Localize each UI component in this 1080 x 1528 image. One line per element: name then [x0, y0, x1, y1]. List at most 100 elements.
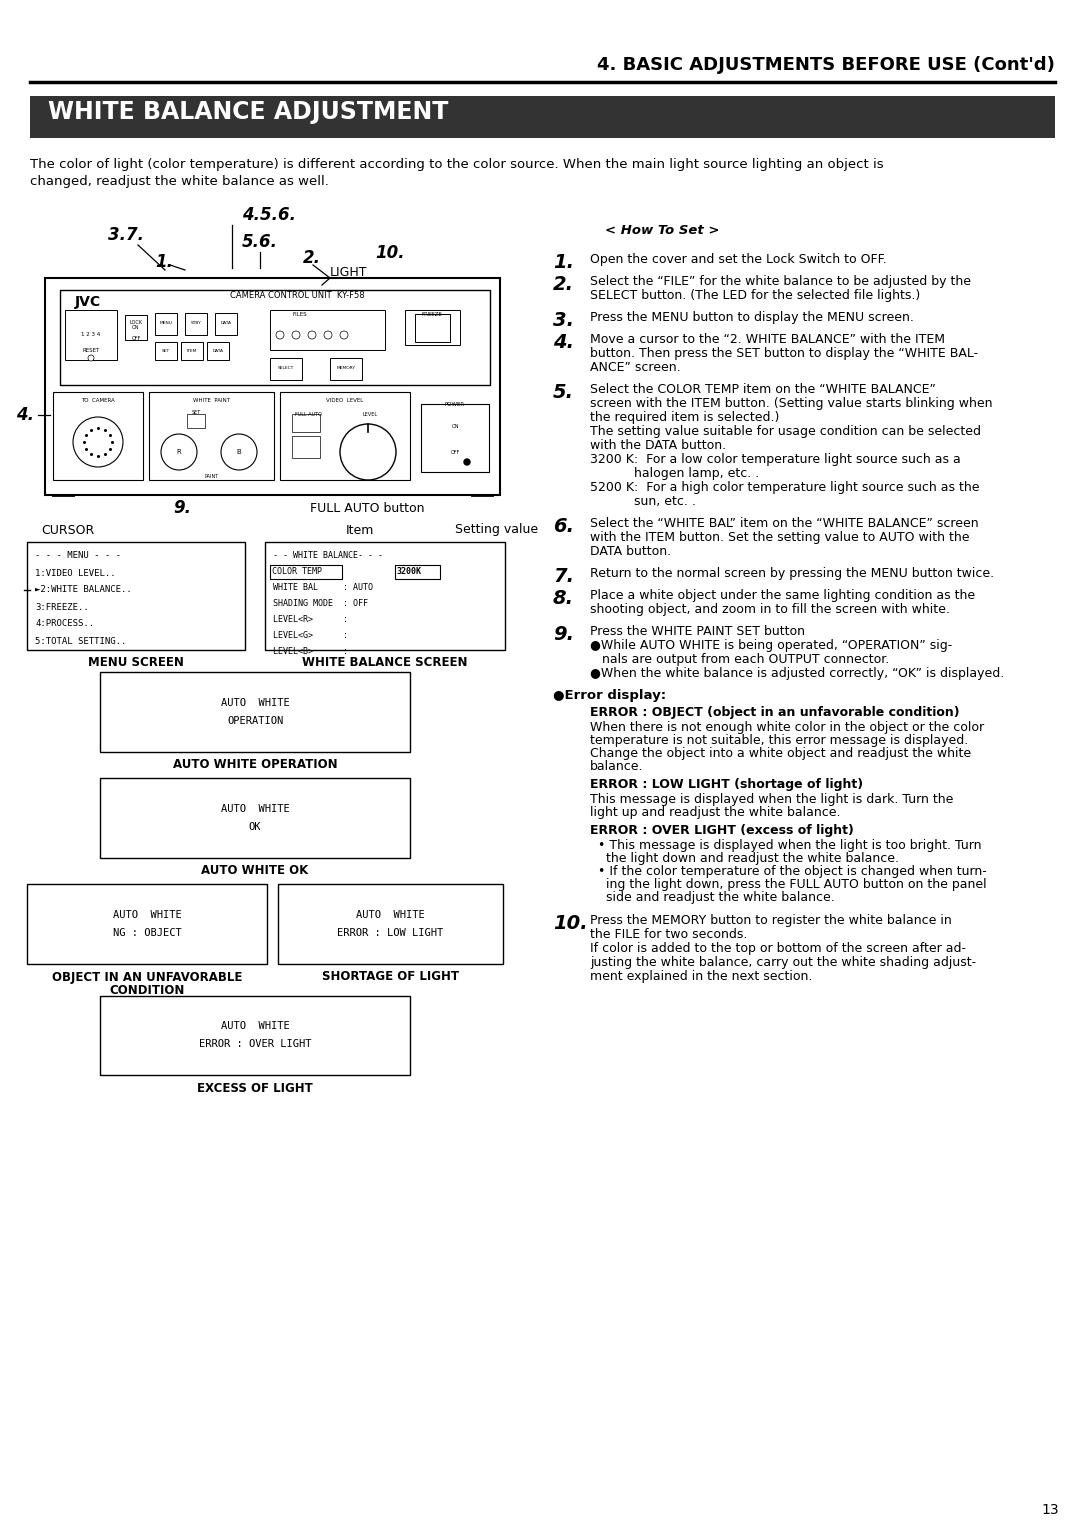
Bar [415, 313, 450, 342]
Text: button. Then press the SET button to display the “WHITE BAL-: button. Then press the SET button to dis… [590, 347, 978, 361]
Text: ERROR : LOW LIGHT: ERROR : LOW LIGHT [337, 927, 444, 938]
Text: TO  CAMERA: TO CAMERA [81, 397, 114, 402]
Text: OBJECT IN AN UNFAVORABLE: OBJECT IN AN UNFAVORABLE [52, 970, 242, 984]
Text: FULL AUTO button: FULL AUTO button [310, 501, 424, 515]
Circle shape [276, 332, 284, 339]
Text: Item: Item [346, 524, 374, 536]
Text: 7.: 7. [553, 567, 573, 587]
Text: SELECT button. (The LED for the selected file lights.): SELECT button. (The LED for the selected… [590, 289, 920, 303]
Text: NG : OBJECT: NG : OBJECT [112, 927, 181, 938]
Text: ERROR : OBJECT (object in an unfavorable condition): ERROR : OBJECT (object in an unfavorable… [590, 706, 960, 720]
Text: The setting value suitable for usage condition can be selected: The setting value suitable for usage con… [590, 425, 981, 439]
Bar [45, 278, 500, 495]
Text: temperature is not suitable, this error message is displayed.: temperature is not suitable, this error … [590, 733, 969, 747]
Text: 3:FREEZE..: 3:FREEZE.. [35, 602, 89, 611]
Text: LEVEL: LEVEL [363, 411, 378, 417]
Text: EXCESS OF LIGHT: EXCESS OF LIGHT [198, 1082, 313, 1094]
Text: changed, readjust the white balance as well.: changed, readjust the white balance as w… [30, 176, 329, 188]
Text: Press the WHITE PAINT SET button: Press the WHITE PAINT SET button [590, 625, 805, 639]
Bar [27, 542, 245, 649]
Text: 3.: 3. [553, 312, 573, 330]
Text: R: R [177, 449, 181, 455]
Text: SHADING MODE  : OFF: SHADING MODE : OFF [273, 599, 368, 608]
Text: 4.5.6.: 4.5.6. [242, 206, 296, 225]
Text: B: B [237, 449, 241, 455]
Bar [270, 565, 342, 579]
Text: LEVEL<R>      :: LEVEL<R> : [273, 616, 348, 625]
Text: the FILE for two seconds.: the FILE for two seconds. [590, 927, 747, 941]
Bar [405, 310, 460, 345]
Text: AUTO WHITE OK: AUTO WHITE OK [201, 865, 309, 877]
Text: STBY: STBY [191, 321, 201, 325]
Text: JVC: JVC [75, 295, 102, 309]
Text: AUTO  WHITE: AUTO WHITE [220, 698, 289, 707]
Bar [100, 996, 410, 1076]
Text: the required item is selected.): the required item is selected.) [590, 411, 780, 423]
Bar [265, 542, 505, 649]
Text: 4.: 4. [553, 333, 573, 351]
Bar [60, 290, 490, 385]
Circle shape [73, 417, 123, 468]
Text: 1 2 3 4: 1 2 3 4 [81, 333, 100, 338]
Text: ANCE” screen.: ANCE” screen. [590, 361, 680, 374]
Text: balance.: balance. [590, 759, 644, 773]
Text: Select the “FILE” for the white balance to be adjusted by the: Select the “FILE” for the white balance … [590, 275, 971, 287]
Circle shape [221, 434, 257, 471]
Text: 1:VIDEO LEVEL..: 1:VIDEO LEVEL.. [35, 568, 116, 578]
Text: ERROR : LOW LIGHT (shortage of light): ERROR : LOW LIGHT (shortage of light) [590, 778, 863, 792]
Circle shape [340, 332, 348, 339]
Bar [215, 313, 237, 335]
Text: LIGHT: LIGHT [330, 266, 367, 278]
Text: 9.: 9. [553, 625, 573, 643]
Bar [149, 393, 274, 480]
Text: shooting object, and zoom in to fill the screen with white.: shooting object, and zoom in to fill the… [590, 604, 950, 616]
Text: SET: SET [191, 410, 201, 414]
Text: Press the MEMORY button to register the white balance in: Press the MEMORY button to register the … [590, 914, 951, 927]
Bar [395, 565, 440, 579]
Text: When there is not enough white color in the object or the color: When there is not enough white color in … [590, 721, 984, 733]
Text: FREEZE: FREEZE [421, 312, 443, 316]
Text: justing the white balance, carry out the white shading adjust-: justing the white balance, carry out the… [590, 957, 976, 969]
Text: 10.: 10. [553, 914, 588, 934]
Text: < How To Set >: < How To Set > [605, 223, 719, 237]
Text: ITEM: ITEM [187, 348, 198, 353]
Text: SHORTAGE OF LIGHT: SHORTAGE OF LIGHT [322, 970, 459, 984]
Text: Setting value: Setting value [455, 524, 538, 536]
Circle shape [324, 332, 332, 339]
Text: FILES: FILES [293, 313, 308, 318]
Bar [280, 393, 410, 480]
Text: Select the COLOR TEMP item on the “WHITE BALANCE”: Select the COLOR TEMP item on the “WHITE… [590, 384, 936, 396]
Text: SET: SET [162, 348, 170, 353]
Bar [330, 358, 362, 380]
Text: AUTO  WHITE: AUTO WHITE [220, 804, 289, 814]
Circle shape [161, 434, 197, 471]
Circle shape [464, 458, 470, 465]
Bar [207, 342, 229, 361]
Text: LEVEL<G>      :: LEVEL<G> : [273, 631, 348, 640]
Text: ing the light down, press the FULL AUTO button on the panel: ing the light down, press the FULL AUTO … [590, 879, 987, 891]
Text: 5:TOTAL SETTING..: 5:TOTAL SETTING.. [35, 637, 126, 645]
Circle shape [308, 332, 316, 339]
Text: Press the MENU button to display the MENU screen.: Press the MENU button to display the MEN… [590, 312, 914, 324]
Text: 5.: 5. [553, 384, 573, 402]
Text: halogen lamp, etc. .: halogen lamp, etc. . [590, 468, 759, 480]
Text: OFF: OFF [132, 336, 140, 341]
Bar [292, 435, 320, 458]
Text: SELECT: SELECT [278, 367, 294, 370]
Text: CONDITION: CONDITION [109, 984, 185, 998]
Text: The color of light (color temperature) is different according to the color sourc: The color of light (color temperature) i… [30, 157, 883, 171]
Text: ●While AUTO WHITE is being operated, “OPERATION” sig-: ●While AUTO WHITE is being operated, “OP… [590, 639, 953, 652]
Bar [53, 393, 143, 480]
Text: 3.7.: 3.7. [108, 226, 144, 244]
Bar [125, 315, 147, 341]
Text: AUTO  WHITE: AUTO WHITE [112, 911, 181, 920]
Text: AUTO  WHITE: AUTO WHITE [220, 1021, 289, 1031]
Text: LEVEL<B>      :: LEVEL<B> : [273, 648, 348, 657]
Text: Place a white object under the same lighting condition as the: Place a white object under the same ligh… [590, 588, 975, 602]
Text: LOCK
ON: LOCK ON [130, 319, 143, 330]
Text: COLOR TEMP: COLOR TEMP [272, 567, 322, 576]
Text: OPERATION: OPERATION [227, 717, 283, 726]
Text: side and readjust the white balance.: side and readjust the white balance. [590, 891, 835, 905]
Text: OK: OK [248, 822, 261, 833]
Text: 13: 13 [1041, 1504, 1058, 1517]
